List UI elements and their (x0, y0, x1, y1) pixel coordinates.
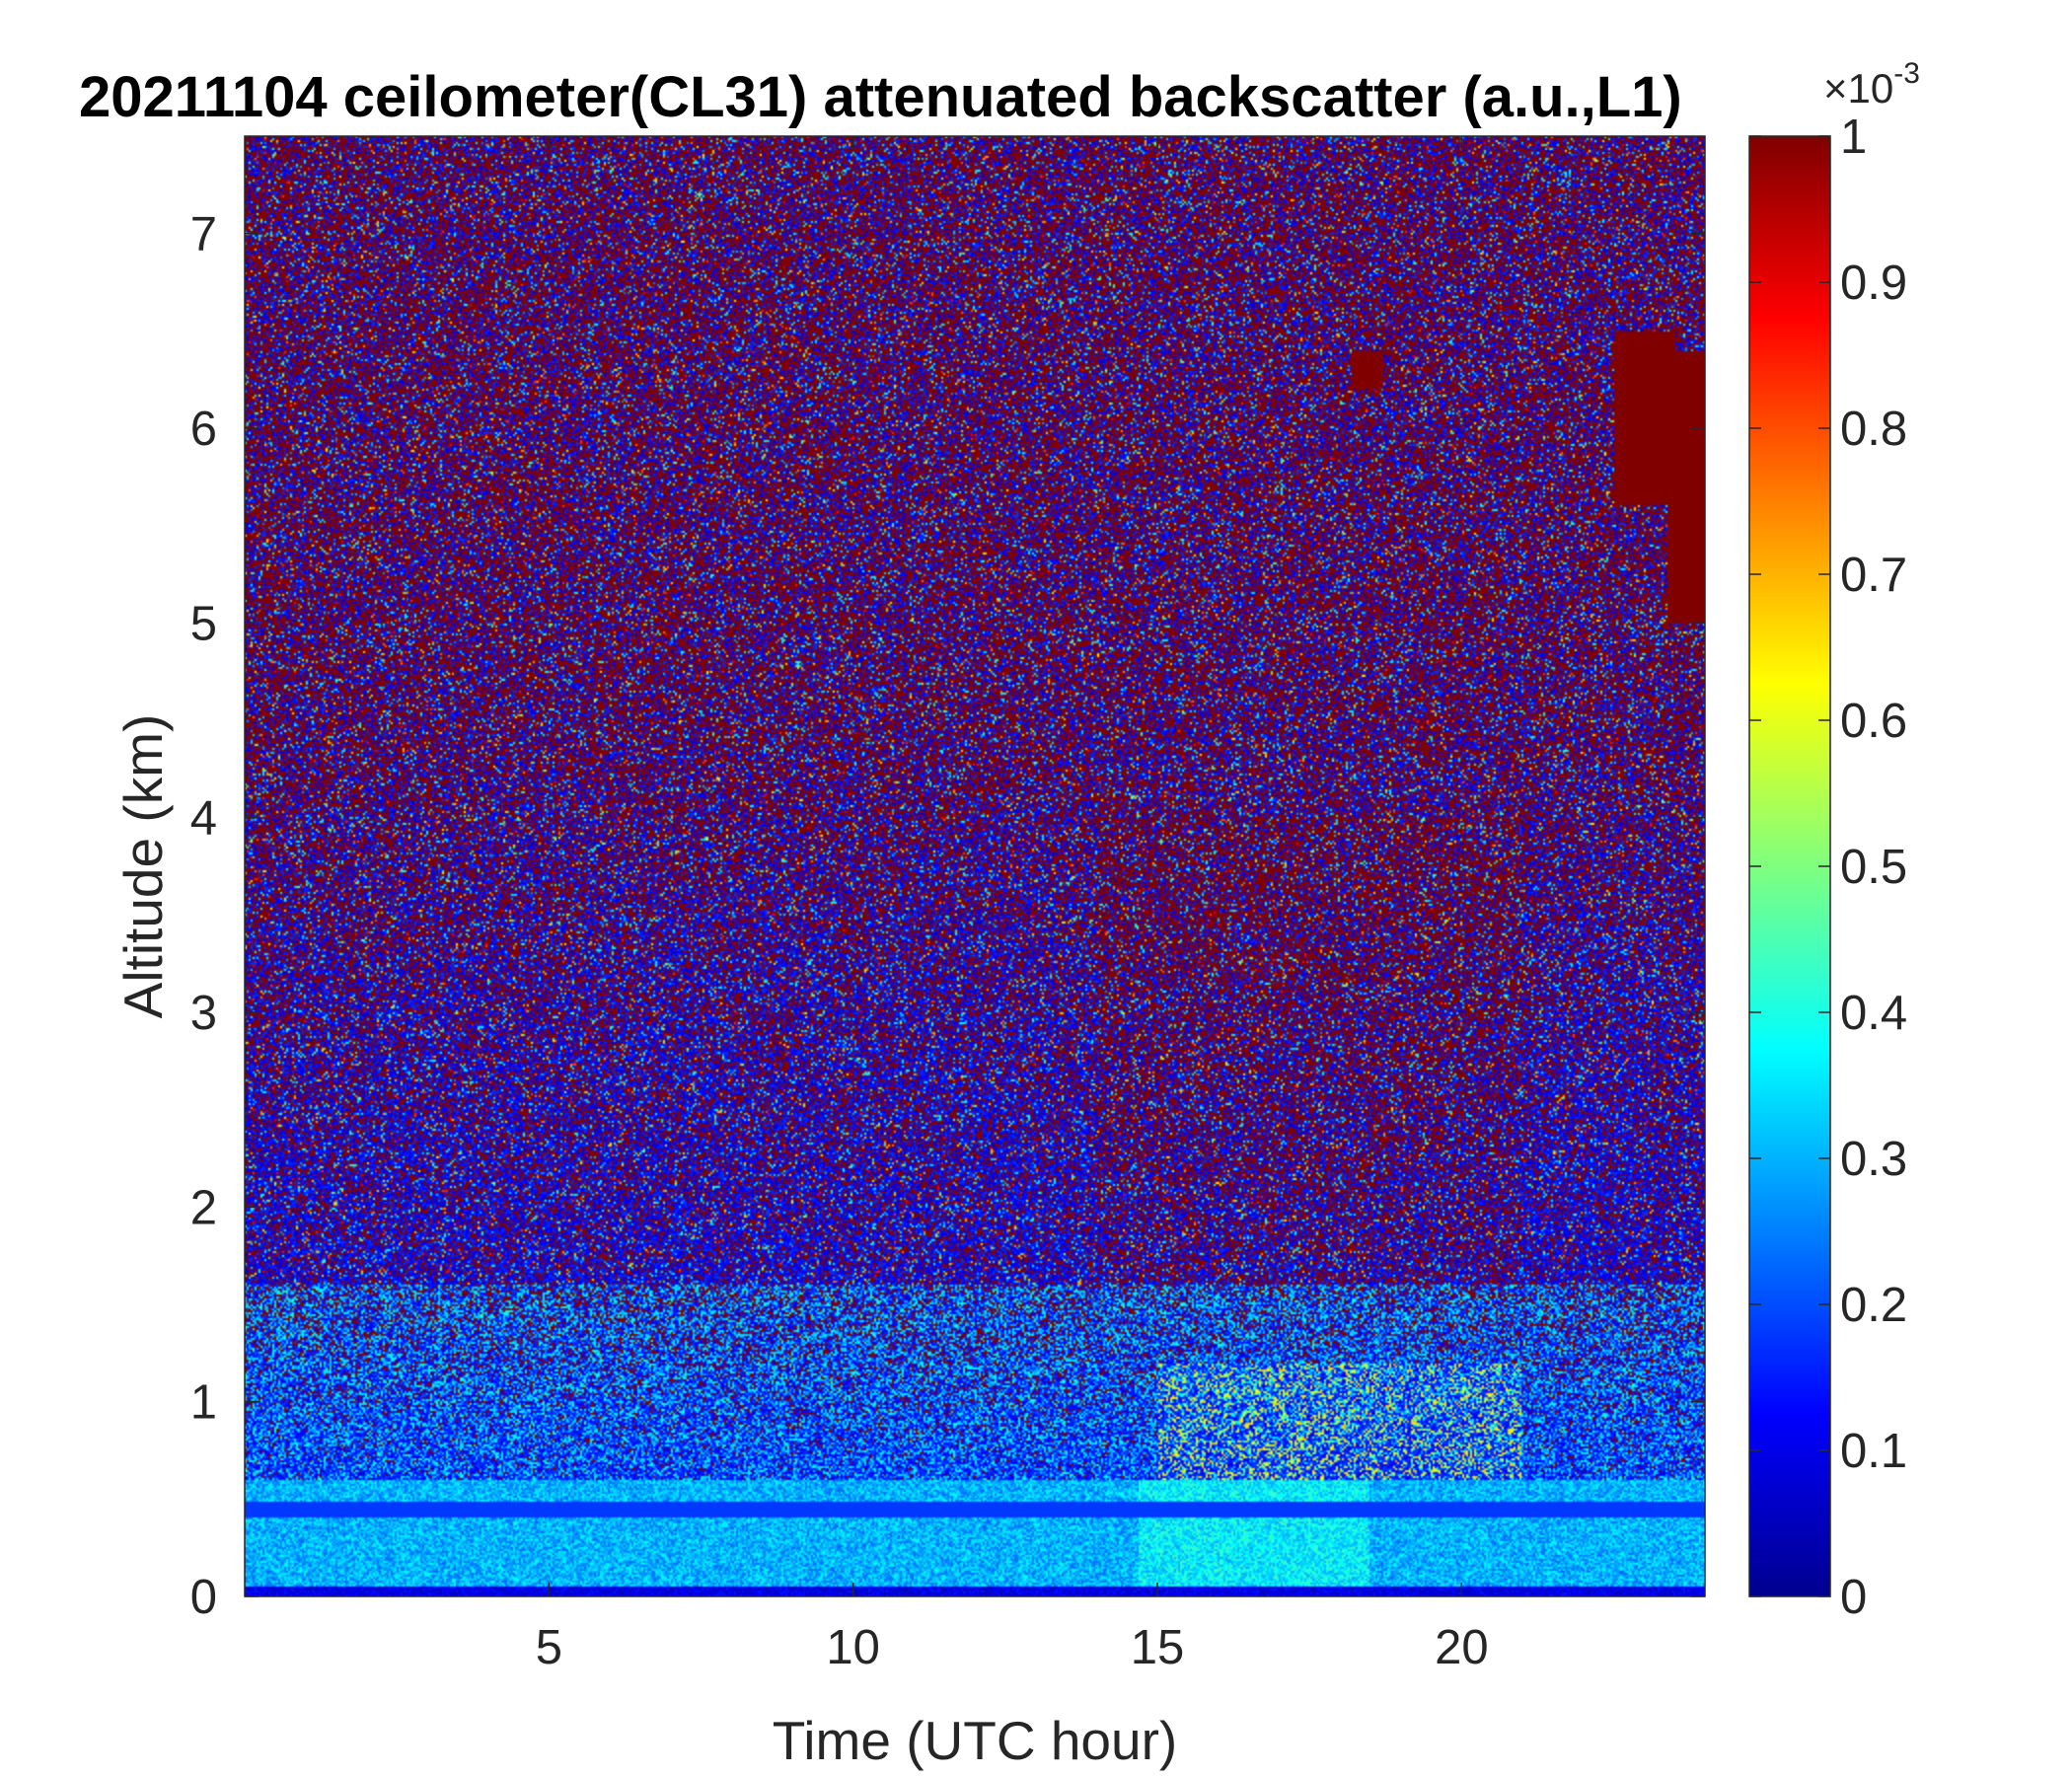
colorbar-tick-label: 0.4 (1840, 987, 1907, 1040)
y-tick-label: 3 (190, 987, 217, 1040)
colorbar-tick-label: 0.2 (1840, 1279, 1907, 1332)
heatmap-image (245, 136, 1705, 1596)
y-tick-label: 2 (190, 1181, 217, 1234)
colorbar-tick-label: 0.6 (1840, 695, 1907, 748)
y-tick-label: 7 (190, 208, 217, 261)
colorbar: 0 0.1 0.2 0.3 0.4 0.5 0.6 0.7 0.8 0.9 1 ×10-3 (1748, 57, 1920, 1624)
y-tick-label: 0 (190, 1571, 217, 1624)
y-axis-label: Altitude (km) (112, 714, 174, 1019)
y-tick-label: 6 (190, 403, 217, 456)
colorbar-scale-factor: ×10-3 (1823, 57, 1920, 111)
colorbar-tick-label: 0.8 (1840, 403, 1907, 456)
colorbar-ticks: 0 0.1 0.2 0.3 0.4 0.5 0.6 0.7 0.8 0.9 1 (1749, 111, 1907, 1624)
colorbar-tick-label: 0.5 (1840, 841, 1907, 894)
x-tick-label: 5 (536, 1621, 562, 1674)
colorbar-tick-label: 0 (1840, 1571, 1867, 1624)
x-tick-label: 20 (1435, 1621, 1489, 1674)
y-tick-label: 5 (190, 597, 217, 650)
x-axis-label: Time (UTC hour) (773, 1710, 1178, 1771)
y-tick-label: 1 (190, 1376, 217, 1430)
colorbar-scale-exponent: -3 (1893, 57, 1920, 90)
x-tick-label: 15 (1131, 1621, 1185, 1674)
y-axis-ticks: 0 1 2 3 4 5 6 7 (190, 208, 1705, 1624)
plot-area (244, 135, 1706, 1597)
colorbar-tick-label: 0.9 (1840, 257, 1907, 310)
x-tick-label: 10 (826, 1621, 880, 1674)
colorbar-scale-base: ×10 (1823, 65, 1893, 111)
colorbar-tick-label: 0.1 (1840, 1425, 1907, 1478)
x-axis-ticks: 5 10 15 20 (536, 136, 1489, 1674)
plot-frame (244, 135, 1706, 1597)
y-tick-label: 4 (190, 792, 217, 846)
colorbar-tick-label: 1 (1840, 111, 1867, 164)
colorbar-tick-label: 0.3 (1840, 1133, 1907, 1186)
colorbar-gradient (1749, 136, 1830, 1596)
chart-title: 20211104 ceilometer(CL31) attenuated bac… (79, 65, 1682, 129)
colorbar-tick-label: 0.7 (1840, 549, 1907, 602)
